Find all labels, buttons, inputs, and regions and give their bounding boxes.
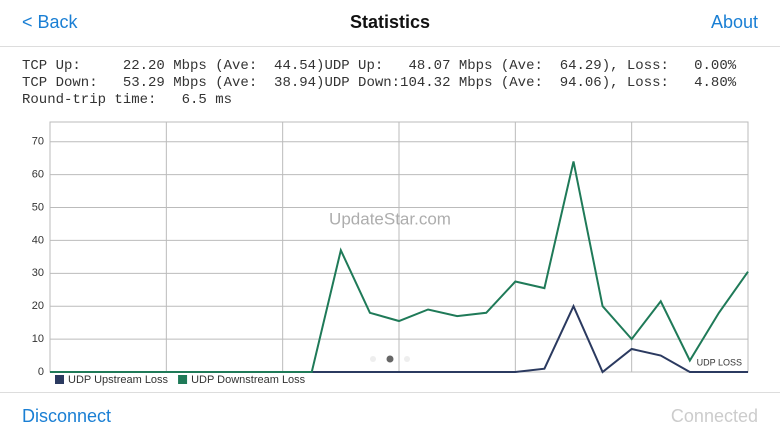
disconnect-button[interactable]: Disconnect: [22, 406, 112, 426]
y-tick-label: 60: [32, 169, 44, 181]
stat-line: TCP Down: 53.29 Mbps (Ave: 38.94)UDP Dow…: [22, 75, 737, 91]
watermark: UpdateStar.com: [329, 209, 451, 228]
legend-label: UDP Upstream Loss: [68, 374, 169, 386]
nav-bar: < Back Statistics About: [0, 0, 780, 47]
about-button[interactable]: About: [710, 12, 758, 32]
legend-label: UDP Downstream Loss: [191, 374, 306, 386]
stat-line: TCP Up: 22.20 Mbps (Ave: 44.54)UDP Up: 4…: [22, 58, 737, 74]
y-tick-label: 0: [38, 366, 44, 378]
legend-swatch: [55, 375, 64, 384]
status: Connected: [670, 406, 758, 426]
y-tick-label: 30: [32, 267, 44, 279]
annotation: UDP LOSS: [697, 357, 742, 367]
y-tick-label: 20: [32, 300, 44, 312]
y-tick-label: 40: [32, 234, 44, 246]
plot: 0 10 20 30 40 50 60 70 UDP Upstream Loss UDP Down…: [32, 121, 749, 386]
back-button[interactable]: < Back: [22, 12, 78, 32]
chart: 0 10 20 30 40 50 60 70 UDP Upstream Loss UDP Down…: [32, 121, 749, 386]
page-dot: [370, 356, 376, 362]
nav-title: Statistics: [349, 12, 431, 32]
page-dot: [404, 356, 410, 362]
y-tick-label: 70: [32, 136, 44, 148]
stat-line: Round-trip time: 6.5 ms: [22, 92, 233, 108]
series-line: [50, 161, 749, 373]
y-tick-label: 50: [32, 201, 44, 213]
footer: Disconnect Connected: [0, 392, 780, 440]
page-dot: [386, 355, 394, 363]
y-tick-label: 10: [32, 333, 44, 345]
stats: TCP Up: 22.20 Mbps (Ave: 44.54)UDP Up: 4…: [22, 58, 736, 109]
legend-swatch: [178, 375, 188, 384]
